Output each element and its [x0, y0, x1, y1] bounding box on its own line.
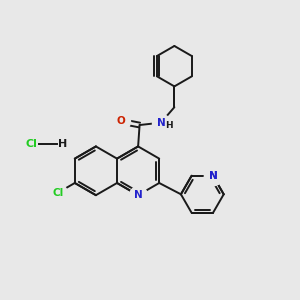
- Text: N: N: [157, 118, 165, 128]
- Text: H: H: [166, 121, 173, 130]
- Text: N: N: [208, 171, 217, 181]
- Text: N: N: [134, 190, 142, 200]
- Text: N: N: [208, 171, 217, 181]
- Text: O: O: [117, 116, 125, 127]
- Text: Cl: Cl: [52, 188, 64, 198]
- Text: Cl: Cl: [26, 139, 38, 149]
- Text: H: H: [58, 139, 67, 149]
